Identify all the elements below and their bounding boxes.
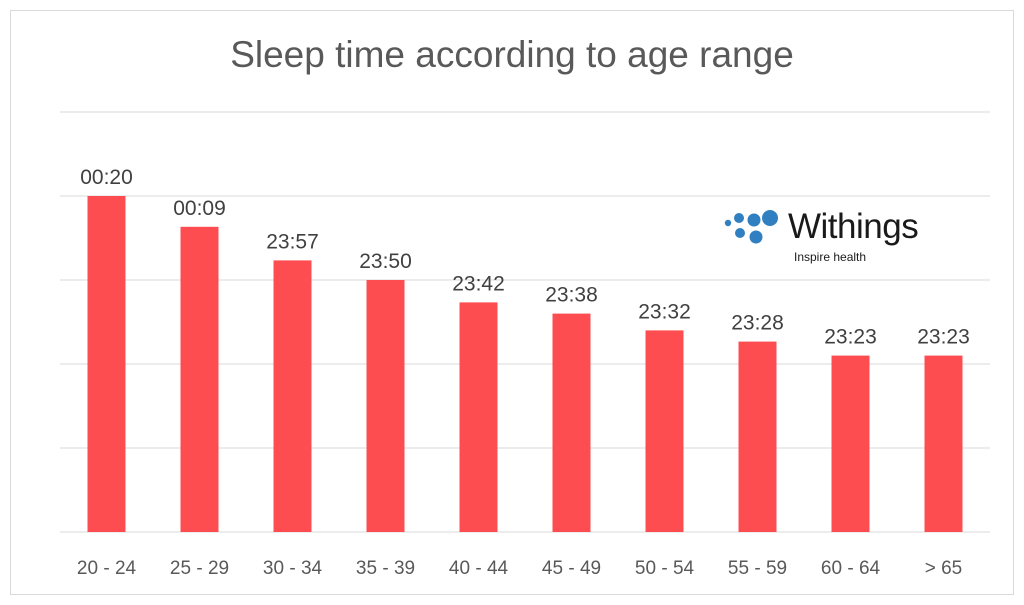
data-label: 23:23	[824, 326, 877, 349]
bar	[180, 226, 219, 533]
bar	[645, 330, 684, 532]
x-tick-label: 40 - 44	[449, 558, 509, 579]
x-tick-label: 55 - 59	[728, 558, 787, 579]
logo-wordmark: Withings	[788, 207, 919, 246]
data-label: 23:28	[731, 312, 784, 335]
chart-title: Sleep time according to age range	[230, 34, 794, 75]
x-tick-label: 50 - 54	[635, 558, 695, 579]
data-label: 23:32	[638, 300, 691, 323]
bar	[831, 355, 870, 532]
x-tick-label: 20 - 24	[77, 558, 137, 579]
data-label: 23:50	[359, 250, 412, 273]
withings-logo: Withings Inspire health	[722, 205, 952, 270]
data-label: 23:57	[266, 230, 319, 253]
x-tick-label: 25 - 29	[170, 558, 229, 579]
bar	[459, 302, 498, 532]
bar	[366, 280, 405, 532]
bar	[738, 341, 777, 532]
bar	[924, 355, 963, 532]
x-tick-label: 60 - 64	[821, 558, 881, 579]
bar	[273, 260, 312, 532]
bar	[87, 196, 126, 532]
dots-logo-icon	[724, 210, 778, 244]
data-label: 23:42	[452, 272, 505, 295]
bar	[552, 313, 591, 532]
data-label: 00:09	[173, 197, 226, 220]
x-tick-label: > 65	[925, 558, 963, 579]
x-tick-label: 45 - 49	[542, 558, 601, 579]
data-label: 00:20	[80, 166, 133, 189]
logo-tagline: Inspire health	[794, 250, 867, 264]
data-label: 23:38	[545, 284, 598, 307]
x-tick-label: 30 - 34	[263, 558, 323, 579]
x-tick-label: 35 - 39	[356, 558, 415, 579]
data-label: 23:23	[917, 326, 970, 349]
